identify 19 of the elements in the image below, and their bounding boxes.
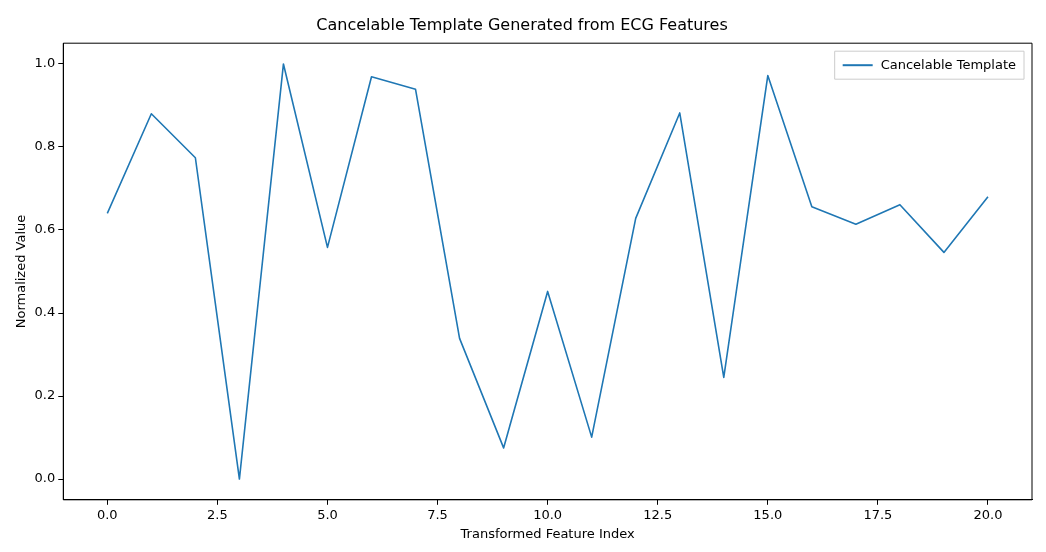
- x-tick-label: 0.0: [96, 506, 118, 522]
- x-tick-label: 17.5: [863, 506, 893, 522]
- x-axis-title: Transformed Feature Index: [459, 525, 635, 541]
- y-tick-label: 0.6: [34, 221, 56, 237]
- y-tick-label: 0.0: [34, 470, 56, 486]
- legend-label: Cancelable Template: [880, 56, 1017, 72]
- x-tick-label: 10.0: [533, 506, 563, 522]
- x-tick-label: 2.5: [207, 506, 228, 522]
- y-tick-label: 0.2: [34, 387, 56, 403]
- x-tick-label: 7.5: [427, 506, 448, 522]
- y-tick-label: 1.0: [34, 55, 56, 71]
- x-tick-label: 20.0: [973, 506, 1003, 522]
- x-tick-label: 5.0: [317, 506, 338, 522]
- y-tick-label: 0.8: [34, 138, 56, 154]
- x-tick-label: 15.0: [753, 506, 783, 522]
- y-axis-title: Normalized Value: [13, 214, 29, 329]
- chart-title: Cancelable Template Generated from ECG Features: [316, 14, 728, 34]
- y-tick-label: 0.4: [34, 304, 56, 320]
- x-tick-label: 12.5: [643, 506, 673, 522]
